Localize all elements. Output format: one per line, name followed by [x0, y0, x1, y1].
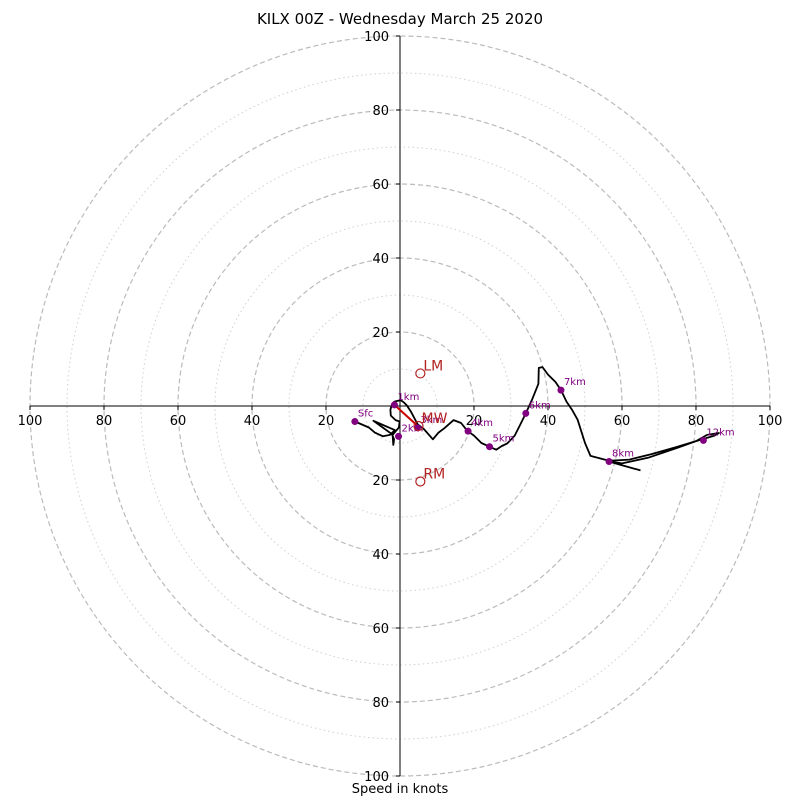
level-label: 2km	[402, 423, 424, 434]
chart-title: KILX 00Z - Wednesday March 25 2020	[256, 10, 544, 28]
level-point	[605, 458, 613, 465]
y-tick-label: 40	[372, 548, 389, 563]
y-tick-label: 20	[372, 474, 389, 489]
level-label: Sfc	[358, 409, 373, 420]
x-tick-label: 80	[688, 414, 705, 429]
level-point	[390, 401, 398, 409]
level-label: 8km	[612, 449, 634, 460]
y-tick-label: 80	[372, 104, 389, 119]
level-label: 4km	[471, 418, 493, 429]
x-axis-label: Speed in knots	[351, 782, 449, 797]
level-label: 1km	[397, 392, 419, 403]
x-tick-label: 80	[96, 414, 113, 429]
level-label: 12km	[706, 427, 734, 438]
x-tick-label: 20	[318, 414, 335, 429]
storm-motion-markers: LM MW RM	[413, 358, 448, 487]
level-point	[464, 427, 472, 435]
y-tick-label: 40	[372, 252, 389, 267]
level-point	[699, 436, 707, 444]
storm-marker	[413, 420, 424, 432]
level-label: 6km	[529, 400, 551, 411]
y-tick-label: 100	[364, 770, 389, 785]
level-point	[557, 386, 565, 394]
level-label: 5km	[493, 434, 515, 445]
x-tick-label: 100	[758, 414, 783, 429]
wind-trace-line	[354, 366, 720, 472]
axes	[30, 36, 770, 776]
level-point	[351, 418, 359, 426]
level-label: 7km	[564, 377, 586, 388]
y-tick-label: 20	[372, 326, 389, 341]
x-tick-label: 40	[540, 414, 557, 429]
y-tick-label: 100	[364, 30, 389, 45]
y-tick-label: 60	[372, 622, 389, 637]
hodograph-trace	[354, 366, 720, 472]
level-point	[486, 443, 494, 451]
storm-marker-label: MW	[422, 411, 448, 427]
level-label: 3km	[420, 415, 442, 426]
shear-vector	[393, 404, 419, 428]
shear-vector-line	[393, 404, 419, 428]
tick-labels: 100 80 60 40 20 20 40 60 80 100 100 80 60 40 20 20 40 60 8…	[18, 30, 783, 785]
level-point	[522, 409, 530, 417]
level-point	[395, 432, 403, 440]
x-tick-label: 60	[614, 414, 631, 429]
storm-marker	[415, 368, 426, 379]
y-tick-label: 60	[372, 178, 389, 193]
x-tick-label: 40	[244, 414, 261, 429]
storm-marker-label: RM	[423, 466, 445, 482]
x-tick-label: 60	[170, 414, 187, 429]
x-tick-label: 20	[466, 414, 483, 429]
storm-marker-label: LM	[423, 358, 443, 374]
x-tick-label: 100	[18, 414, 43, 429]
storm-marker	[415, 476, 426, 487]
y-tick-label: 80	[372, 696, 389, 711]
